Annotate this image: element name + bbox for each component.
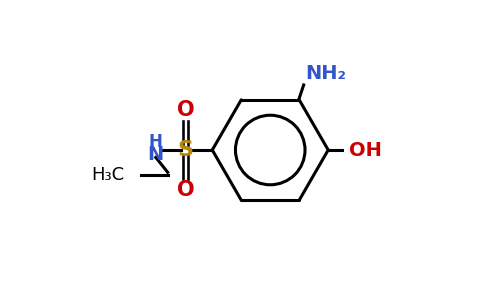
Text: O: O (177, 179, 195, 200)
Text: H: H (149, 133, 163, 151)
Text: H₃C: H₃C (91, 166, 124, 184)
Text: S: S (178, 140, 194, 160)
Text: NH₂: NH₂ (305, 64, 346, 83)
Text: OH: OH (349, 140, 382, 160)
Text: N: N (148, 145, 164, 164)
Text: O: O (177, 100, 195, 121)
